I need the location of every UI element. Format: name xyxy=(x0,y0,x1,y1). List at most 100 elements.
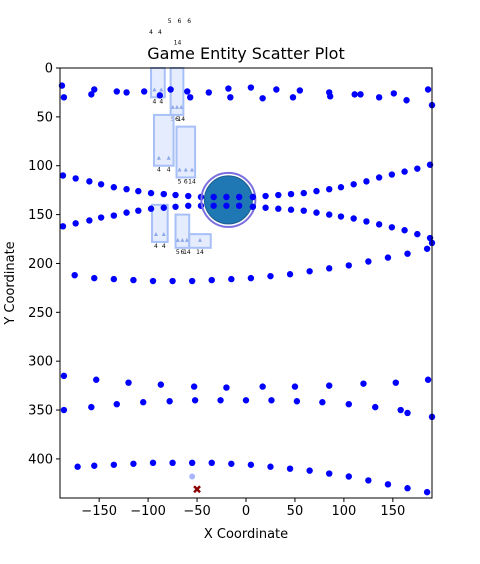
data-point xyxy=(390,90,398,97)
data-point xyxy=(414,165,421,172)
data-point xyxy=(287,190,295,198)
y-tick-label: 400 xyxy=(28,452,53,467)
data-point xyxy=(350,215,357,222)
data-point xyxy=(125,379,132,386)
plot-area xyxy=(58,82,436,496)
data-point xyxy=(291,383,299,390)
data-point xyxy=(273,86,280,93)
overlay-label: 6 xyxy=(180,249,184,256)
data-point-over-circle xyxy=(210,202,217,209)
data-point xyxy=(275,205,282,212)
overlay-top-label: 6 xyxy=(178,18,182,25)
overlay-top-label: 4 xyxy=(149,29,153,36)
data-point xyxy=(190,383,198,390)
data-point xyxy=(306,268,313,275)
data-point xyxy=(337,213,345,220)
data-point xyxy=(123,185,130,193)
data-point xyxy=(267,272,274,280)
data-point xyxy=(59,172,67,179)
data-point xyxy=(135,187,142,195)
data-point xyxy=(423,245,431,252)
overlay-label: 14 xyxy=(183,249,191,256)
data-point xyxy=(357,91,364,98)
y-tick-label: 300 xyxy=(28,355,53,370)
overlay-top-label: 6 xyxy=(187,18,191,25)
overlay-marker xyxy=(166,155,171,160)
data-point xyxy=(123,89,130,96)
y-tick-label: 0 xyxy=(45,62,53,77)
data-point xyxy=(326,470,333,477)
data-point xyxy=(345,400,352,408)
data-point xyxy=(72,220,79,227)
overlay-label: 4 xyxy=(157,167,161,174)
overlay-marker xyxy=(177,167,182,172)
data-point xyxy=(384,254,392,261)
data-point-over-circle xyxy=(235,202,243,209)
x-tick-label: −100 xyxy=(130,504,166,519)
data-point xyxy=(372,403,379,411)
data-point xyxy=(91,274,98,282)
overlay-marker xyxy=(152,87,157,92)
data-point xyxy=(225,85,232,92)
overlay-marker xyxy=(161,231,166,236)
data-point xyxy=(147,189,155,197)
data-point xyxy=(169,277,176,285)
data-point xyxy=(259,383,266,390)
data-point xyxy=(247,461,255,468)
data-point xyxy=(300,189,307,197)
data-point xyxy=(360,380,367,387)
data-point xyxy=(86,217,93,224)
data-point xyxy=(404,409,411,417)
data-point xyxy=(156,92,164,99)
data-point xyxy=(160,190,167,198)
data-point xyxy=(306,467,313,474)
data-point xyxy=(228,460,235,467)
data-point xyxy=(160,204,167,211)
data-point xyxy=(247,84,255,91)
cross-marker xyxy=(193,485,201,494)
data-point xyxy=(110,184,118,191)
data-point-over-circle xyxy=(249,203,257,210)
data-point xyxy=(375,174,383,181)
data-point xyxy=(130,276,137,284)
data-point xyxy=(242,397,250,404)
y-axis: 0 50 100 150 200 250 300 350 400 xyxy=(28,62,60,467)
x-axis-label: X Coordinate xyxy=(204,527,288,542)
data-point xyxy=(88,91,95,98)
data-point xyxy=(71,271,78,279)
overlay-marker xyxy=(183,167,188,172)
x-axis: −150 −100 −50 0 50 100 150 xyxy=(81,498,405,519)
overlay-marker xyxy=(180,237,185,242)
data-point xyxy=(140,88,148,95)
y-tick-label: 350 xyxy=(28,404,53,419)
data-point xyxy=(110,461,118,468)
overlay-label: 4 xyxy=(154,243,158,250)
overlay-panel-5 xyxy=(174,213,191,249)
data-point xyxy=(403,97,410,104)
overlay-marker xyxy=(156,155,161,160)
data-point xyxy=(262,192,269,200)
data-point-over-circle xyxy=(223,193,230,201)
data-point xyxy=(345,262,352,269)
overlay-label: 4 xyxy=(159,98,163,105)
data-point xyxy=(184,88,191,95)
data-point xyxy=(60,94,68,101)
y-axis-label: Y Coordinate xyxy=(3,241,18,325)
x-tick-label: 150 xyxy=(380,504,405,519)
data-point xyxy=(72,175,79,182)
data-point xyxy=(130,460,137,467)
overlay-label: 6 xyxy=(184,178,188,185)
data-point xyxy=(287,206,295,213)
data-point xyxy=(60,372,68,380)
data-point xyxy=(326,211,333,218)
data-point xyxy=(191,397,199,404)
data-point xyxy=(86,178,93,185)
data-point xyxy=(185,202,192,209)
overlay-top-label: 4 xyxy=(158,29,162,36)
data-point xyxy=(149,459,157,467)
data-point xyxy=(166,398,173,405)
data-point xyxy=(300,207,307,214)
data-point xyxy=(188,459,196,467)
data-point xyxy=(169,459,176,467)
